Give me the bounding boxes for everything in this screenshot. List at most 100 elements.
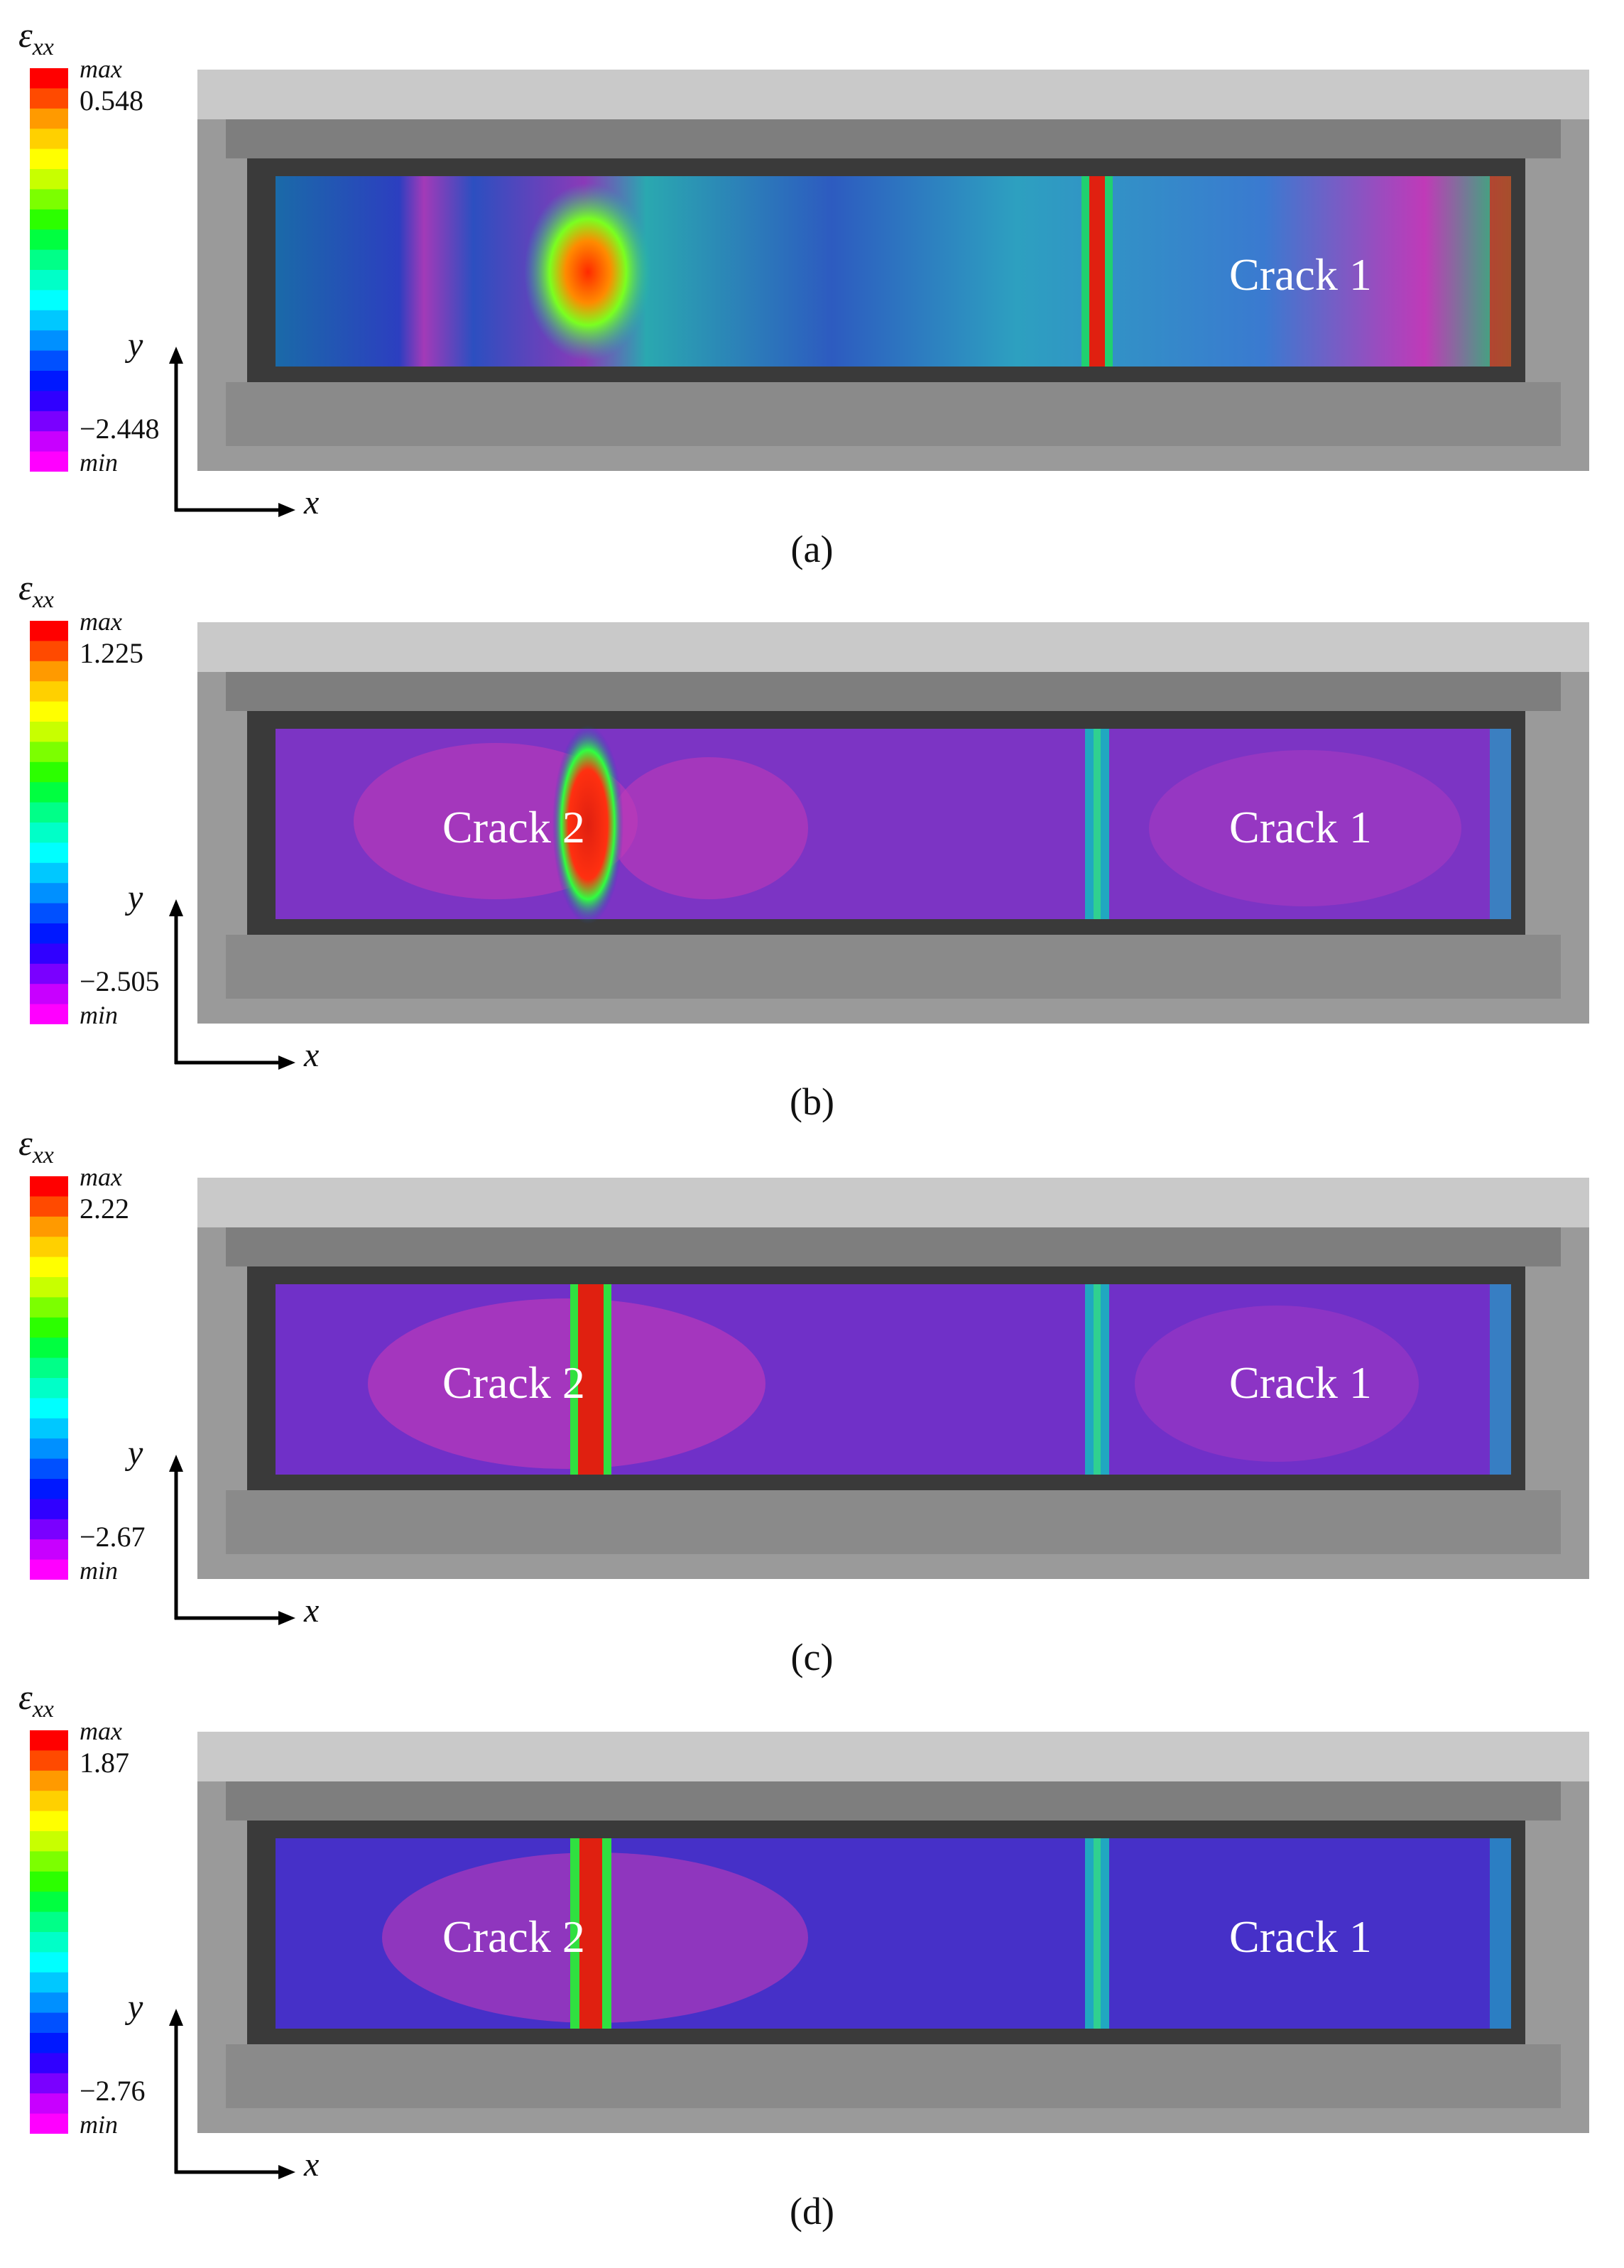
colorbar-swatch xyxy=(30,681,68,702)
colorbar-max-label: max xyxy=(80,1717,122,1745)
strain-symbol: εxx xyxy=(18,1123,54,1168)
colorbar-swatch xyxy=(30,782,68,803)
crack-2-label: Crack 2 xyxy=(442,802,585,852)
colorbar-swatch xyxy=(30,1499,68,1520)
colorbar-swatch xyxy=(30,1317,68,1338)
colorbar-swatch xyxy=(30,148,68,170)
colorbar-swatch xyxy=(30,1871,68,1892)
colorbar-swatch xyxy=(30,310,68,331)
colorbar-swatch xyxy=(30,2093,68,2115)
colorbar-min-value: −2.505 xyxy=(80,965,160,997)
colorbar-swatch xyxy=(30,1257,68,1278)
colorbar-max-label: max xyxy=(80,55,122,83)
panel-d: εxx max 1.87 −2.76 min y x Crack 2 Crack… xyxy=(0,1662,1624,2232)
y-axis-label: y xyxy=(128,1434,143,1472)
colorbar-swatch xyxy=(30,88,68,109)
axis-arrows xyxy=(169,347,295,517)
colorbar-swatch xyxy=(30,1992,68,2014)
colorbar-swatch xyxy=(30,290,68,311)
strain-field-photo: Crack 2 Crack 1 xyxy=(197,1732,1589,2133)
colorbar-swatch xyxy=(30,270,68,291)
axis-arrows xyxy=(169,1455,295,1625)
colorbar-swatch xyxy=(30,249,68,271)
colorbar-swatch xyxy=(30,823,68,843)
colorbar-swatch xyxy=(30,2073,68,2094)
x-axis-label: x xyxy=(304,484,320,521)
strain-symbol: εxx xyxy=(18,568,54,613)
colorbar-swatch xyxy=(30,1952,68,1973)
colorbar-max-value: 1.87 xyxy=(80,1747,129,1779)
colorbar-swatch xyxy=(30,108,68,129)
panel-caption: (a) xyxy=(790,528,834,570)
colorbar-swatch xyxy=(30,350,68,371)
colorbar-swatch xyxy=(30,1539,68,1561)
colorbar-swatch xyxy=(30,129,68,150)
crack-1-label: Crack 1 xyxy=(1229,802,1372,852)
colorbar-swatch xyxy=(30,1791,68,1812)
strain-field-photo: Crack 2 Crack 1 xyxy=(197,622,1589,1024)
colorbar-swatch xyxy=(30,1559,68,1580)
crack-2-label: Crack 2 xyxy=(442,1357,585,1408)
colorbar-swatch xyxy=(30,1972,68,1993)
colorbar-swatch xyxy=(30,1892,68,1913)
colorbar-swatch xyxy=(30,1176,68,1197)
colorbar-swatch xyxy=(30,169,68,190)
crack-1-label: Crack 1 xyxy=(1229,1357,1372,1408)
crack-2-label: Crack 2 xyxy=(442,1911,585,1962)
panel-caption: (b) xyxy=(790,1080,834,1123)
colorbar-swatch xyxy=(30,621,68,641)
colorbar-swatch xyxy=(30,1811,68,1832)
strain-field-photo: Crack 2 Crack 1 xyxy=(197,1178,1589,1579)
colorbar-max-label: max xyxy=(80,1163,122,1191)
colorbar-min-label: min xyxy=(80,1556,118,1585)
colorbar-swatch xyxy=(30,1750,68,1771)
colorbar-swatch xyxy=(30,963,68,984)
colorbar-swatch xyxy=(30,1911,68,1933)
colorbar-swatch xyxy=(30,761,68,783)
colorbar-swatch xyxy=(30,1297,68,1318)
colorbar-swatch xyxy=(30,842,68,864)
strain-symbol: εxx xyxy=(18,1677,54,1722)
colorbar-swatch xyxy=(30,1338,68,1359)
colorbar-swatch xyxy=(30,862,68,884)
colorbar-swatch xyxy=(30,189,68,210)
colorbar-max-value: 2.22 xyxy=(80,1193,129,1225)
colorbar-swatch xyxy=(30,431,68,452)
colorbar xyxy=(30,621,68,1024)
axis-arrows xyxy=(169,2009,295,2179)
colorbar-swatch xyxy=(30,943,68,965)
panel-caption: (d) xyxy=(790,2190,834,2232)
colorbar-swatch xyxy=(30,451,68,472)
panel-caption: (c) xyxy=(790,1636,834,1678)
colorbar xyxy=(30,1730,68,2134)
colorbar-swatch xyxy=(30,1438,68,1460)
colorbar-swatch xyxy=(30,371,68,391)
colorbar-swatch xyxy=(30,661,68,682)
colorbar-swatch xyxy=(30,2053,68,2074)
colorbar-swatch xyxy=(30,330,68,352)
colorbar-swatch xyxy=(30,641,68,662)
colorbar-swatch xyxy=(30,68,68,89)
colorbar-swatch xyxy=(30,2033,68,2053)
colorbar-swatch xyxy=(30,1458,68,1480)
colorbar-swatch xyxy=(30,984,68,1005)
colorbar-swatch xyxy=(30,903,68,924)
colorbar-swatch xyxy=(30,1730,68,1751)
crack-1-label: Crack 1 xyxy=(1229,1911,1372,1962)
colorbar-max-label: max xyxy=(80,607,122,636)
x-axis-label: x xyxy=(304,1036,320,1074)
colorbar xyxy=(30,1176,68,1580)
colorbar-swatch xyxy=(30,1418,68,1439)
axis-arrows xyxy=(169,899,295,1070)
colorbar-swatch xyxy=(30,1851,68,1872)
colorbar-swatch xyxy=(30,209,68,230)
colorbar-min-label: min xyxy=(80,2110,118,2139)
colorbar-min-label: min xyxy=(80,1001,118,1029)
colorbar-swatch xyxy=(30,1398,68,1419)
colorbar-min-value: −2.448 xyxy=(80,413,160,445)
panel-b: εxx max 1.225 −2.505 min y x Crack 2 Cra… xyxy=(0,553,1624,1123)
colorbar-swatch xyxy=(30,1277,68,1298)
colorbar-swatch xyxy=(30,2113,68,2134)
colorbar-min-value: −2.76 xyxy=(80,2075,146,2107)
colorbar-min-value: −2.67 xyxy=(80,1521,146,1553)
